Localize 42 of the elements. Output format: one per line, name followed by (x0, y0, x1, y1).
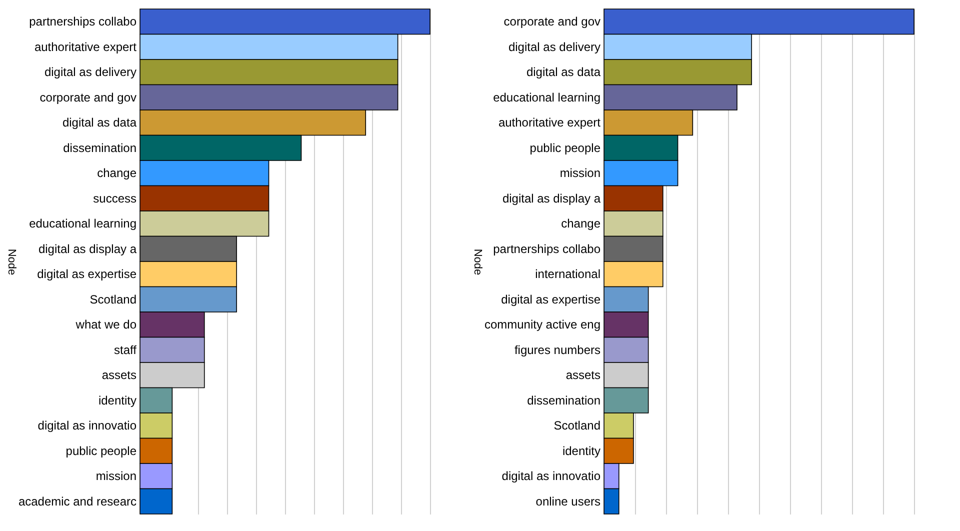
y-tick-label: corporate and gov (40, 90, 136, 104)
y-tick-label: change (97, 166, 137, 180)
y-tick-label: educational learning (493, 90, 600, 104)
y-tick-label: dissemination (527, 393, 600, 408)
y-tick-label: digital as expertise (501, 292, 601, 306)
y-tick-label: mission (560, 166, 600, 180)
y-tick-label: mission (96, 469, 136, 484)
y-axis-title: Node (471, 248, 484, 276)
y-tick-label: identity (98, 393, 136, 408)
y-tick-label: online users (536, 494, 600, 508)
y-tick-label: authoritative expert (34, 40, 138, 54)
y-tick-label: digital as innovatio (38, 418, 137, 433)
y-tick-label: educational learning (29, 216, 136, 231)
y-tick-label: partnerships collabo (493, 242, 601, 256)
y-tick-label: Scotland (554, 418, 600, 433)
y-tick-label: staff (114, 342, 138, 357)
y-tick-label: digital as innovatio (502, 469, 601, 484)
y-tick-label: assets (566, 368, 600, 382)
y-tick-label: international (535, 267, 600, 282)
y-tick-label: digital as delivery (508, 40, 600, 54)
y-tick-label: digital as display a (38, 242, 137, 256)
y-tick-label: digital as delivery (44, 65, 136, 80)
y-axis-title: Node (5, 248, 18, 276)
y-tick-label: digital as display a (502, 191, 601, 206)
y-tick-label: figures numbers (514, 342, 600, 357)
y-tick-label: digital as data (526, 65, 601, 80)
y-tick-label: authoritative expert (498, 116, 602, 130)
y-tick-label: digital as expertise (37, 267, 137, 282)
y-tick-label: success (93, 191, 136, 206)
y-tick-label: identity (562, 444, 600, 458)
y-tick-label: community active eng (484, 318, 600, 332)
y-tick-label: public people (530, 140, 601, 155)
y-tick-label: partnerships collabo (29, 14, 137, 29)
y-tick-label: digital as data (62, 116, 137, 130)
y-tick-label: assets (102, 368, 136, 382)
y-tick-label: Scotland (90, 292, 136, 306)
y-tick-label: what we do (74, 318, 137, 332)
y-tick-label: dissemination (63, 140, 136, 155)
y-tick-label: corporate and gov (504, 14, 600, 29)
y-tick-label: public people (66, 444, 137, 458)
y-tick-label: change (561, 216, 601, 231)
y-tick-label: academic and researc (18, 494, 136, 508)
